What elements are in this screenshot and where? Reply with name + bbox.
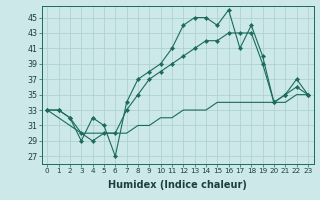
- X-axis label: Humidex (Indice chaleur): Humidex (Indice chaleur): [108, 180, 247, 190]
